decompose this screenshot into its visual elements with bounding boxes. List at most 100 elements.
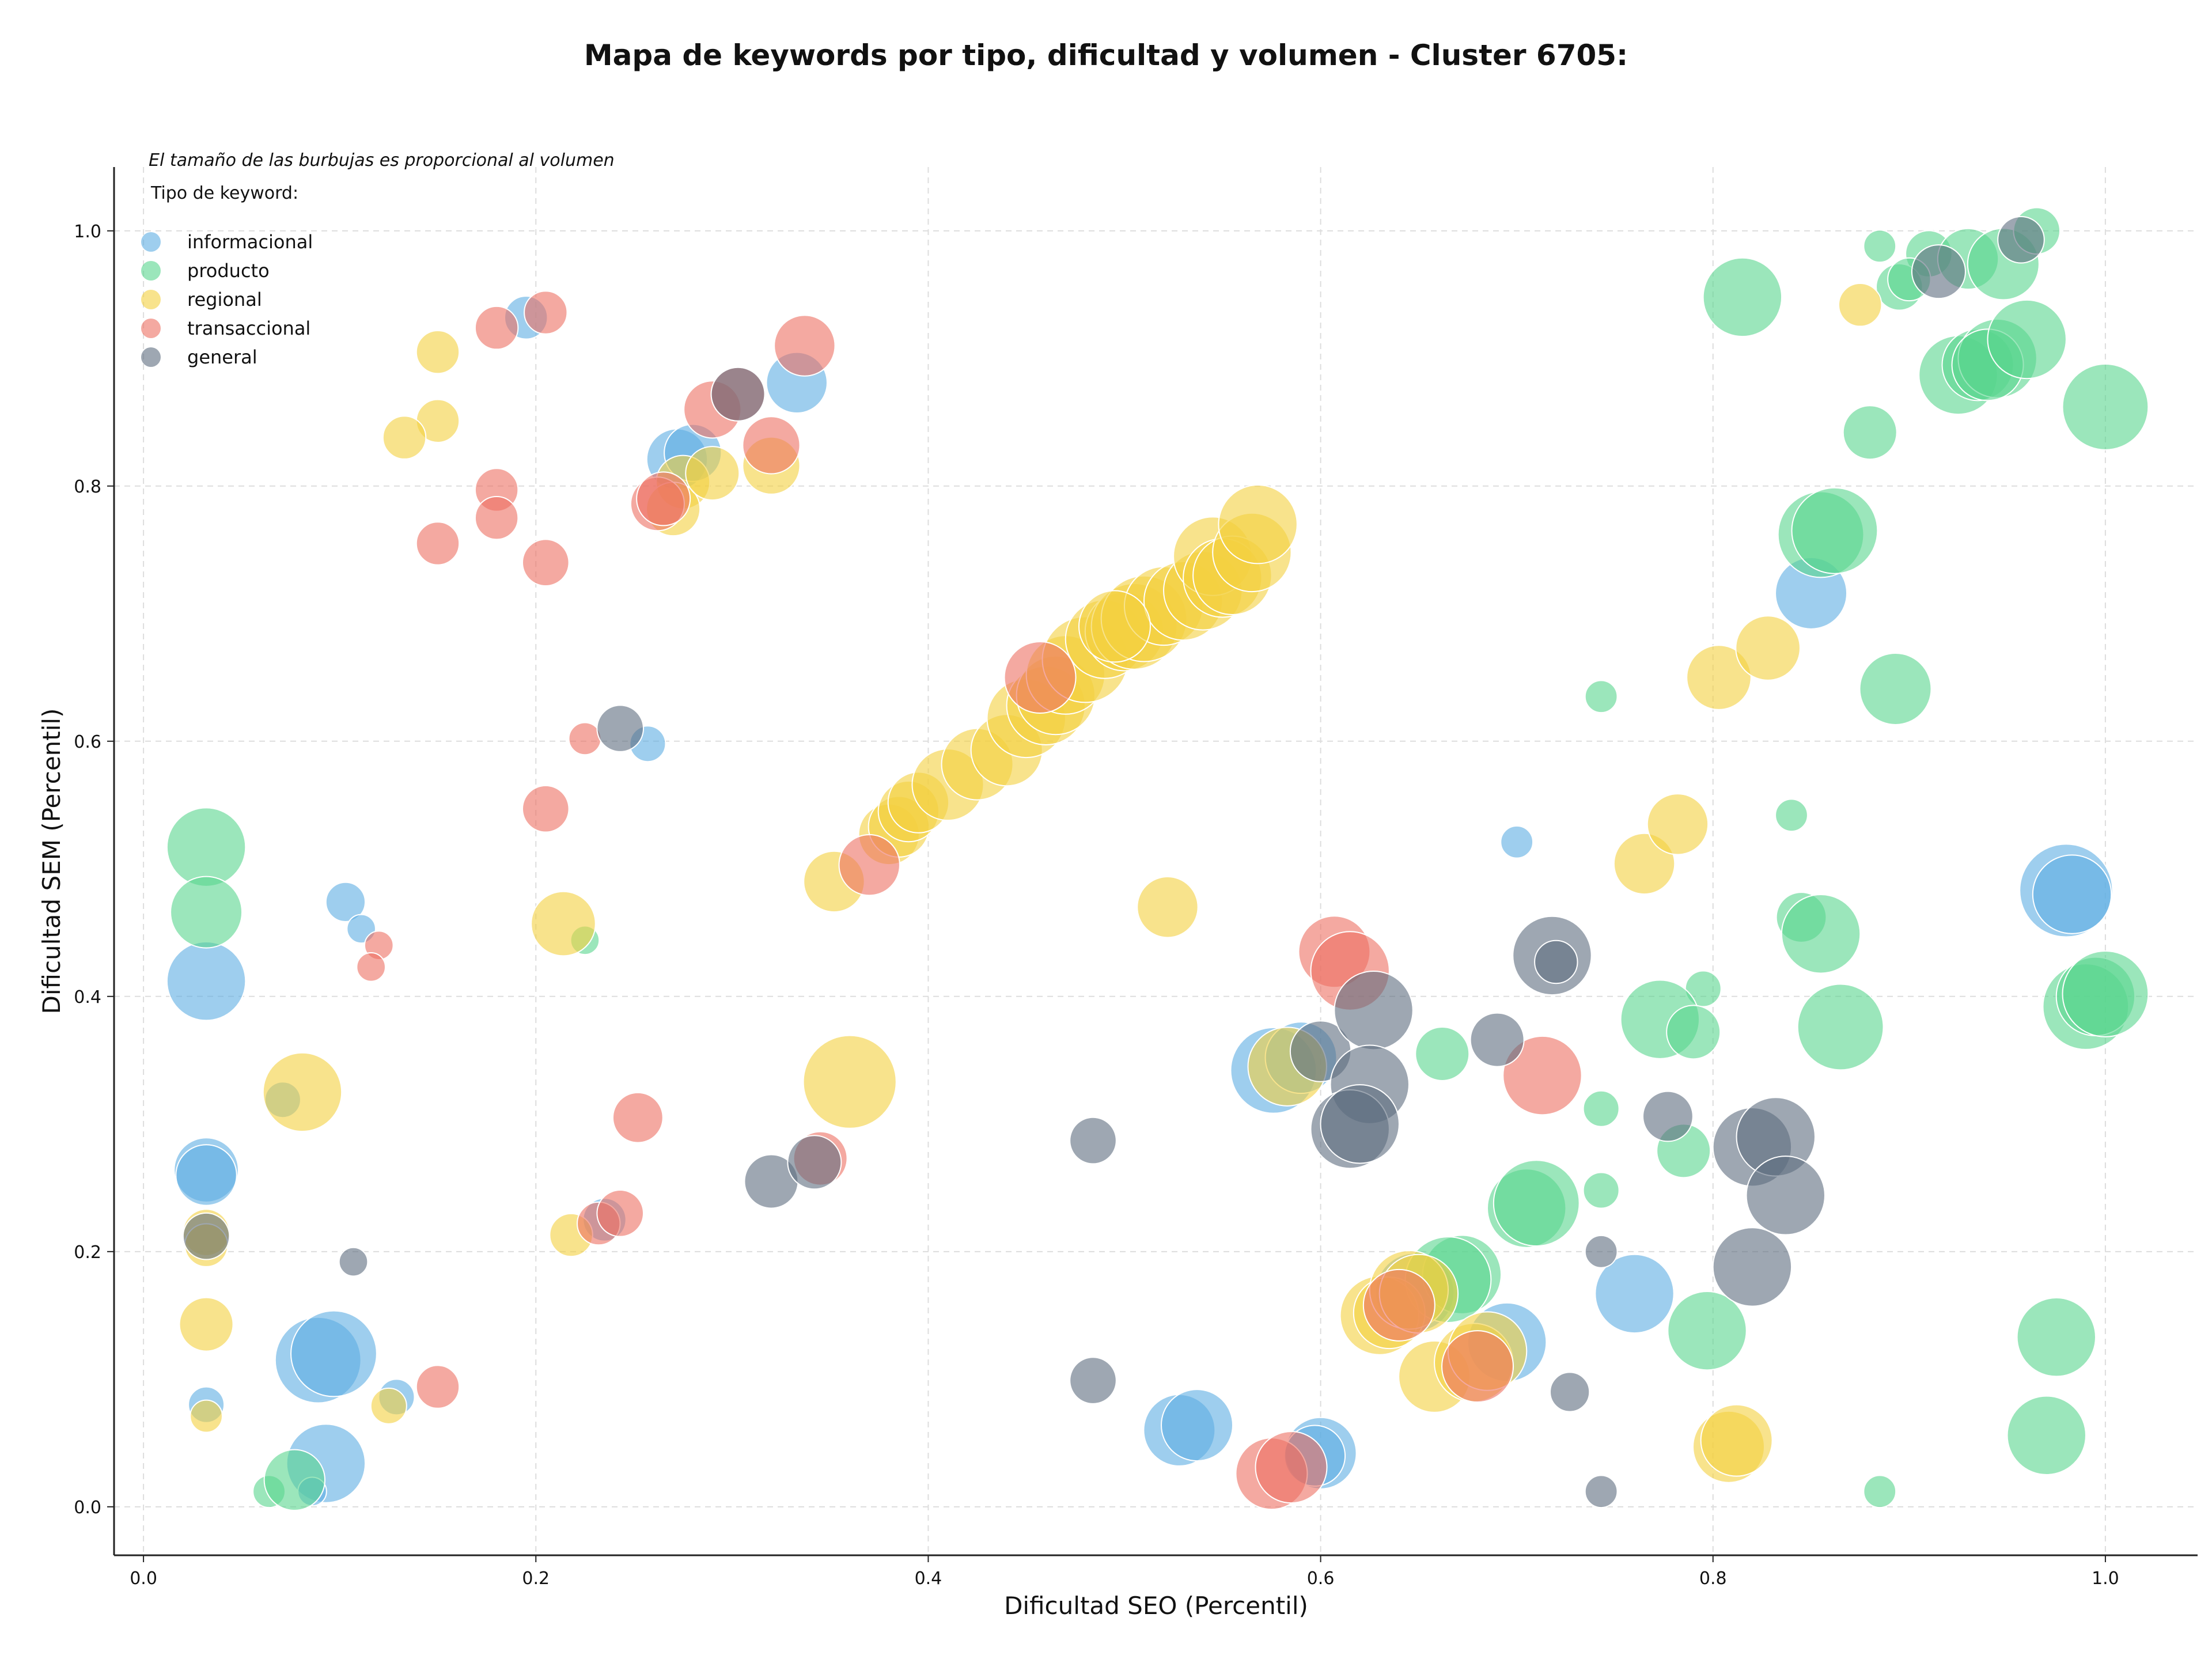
series-regional xyxy=(179,283,1883,1483)
data-point-transaccional xyxy=(524,290,568,335)
y-tick-label: 0.0 xyxy=(74,1498,101,1518)
data-point-producto xyxy=(1791,487,1878,574)
data-point-general xyxy=(1069,1357,1117,1404)
y-tick-label: 0.6 xyxy=(74,732,101,752)
data-point-regional xyxy=(1735,615,1801,681)
data-point-regional xyxy=(1137,876,1199,938)
data-point-general xyxy=(710,366,766,422)
legend-entry-general: general xyxy=(141,346,257,368)
x-tick-label: 0.6 xyxy=(1307,1569,1335,1589)
legend-marker xyxy=(141,319,161,338)
data-point-transaccional xyxy=(1255,1431,1328,1504)
data-point-general xyxy=(1069,1116,1117,1165)
data-point-transaccional xyxy=(1003,641,1077,714)
data-point-transaccional xyxy=(568,722,602,756)
legend-entry-regional: regional xyxy=(141,289,262,310)
data-point-general xyxy=(1334,970,1414,1051)
legend-label: producto xyxy=(187,260,270,282)
data-point-general xyxy=(1584,1234,1618,1268)
data-point-general xyxy=(1584,1475,1618,1509)
data-point-regional xyxy=(685,446,740,501)
legend-marker xyxy=(141,347,161,367)
x-tick-label: 0.4 xyxy=(915,1569,942,1589)
legend-label: regional xyxy=(187,289,262,310)
data-point-producto xyxy=(1797,983,1884,1071)
x-tick-label: 1.0 xyxy=(2092,1569,2119,1589)
x-tick-label: 0.0 xyxy=(130,1569,157,1589)
data-point-transaccional xyxy=(356,952,386,982)
data-point-informacional xyxy=(290,1310,377,1397)
data-point-general xyxy=(1642,1090,1694,1142)
data-point-regional xyxy=(179,1297,234,1352)
legend-entry-producto: producto xyxy=(141,260,270,282)
legend-marker xyxy=(141,232,161,252)
data-point-transaccional xyxy=(1502,1035,1582,1116)
data-point-general xyxy=(1997,215,2045,264)
data-point-transaccional xyxy=(474,305,519,350)
data-point-regional xyxy=(415,329,460,374)
data-point-producto xyxy=(2006,1395,2086,1475)
grid-lines xyxy=(114,167,2198,1555)
data-point-transaccional xyxy=(596,1190,645,1237)
data-point-regional xyxy=(1700,1404,1773,1477)
data-point-producto xyxy=(170,876,243,949)
data-point-regional xyxy=(382,415,427,460)
chart-title: Mapa de keywords por tipo, dificultad y … xyxy=(584,39,1628,72)
y-axis-label: Dificultad SEM (Percentil) xyxy=(37,709,66,1014)
data-point-transaccional xyxy=(838,834,900,896)
data-point-informacional xyxy=(175,1144,237,1206)
legend-label: informacional xyxy=(187,231,313,253)
data-point-regional xyxy=(190,1399,223,1433)
data-point-regional xyxy=(531,891,596,957)
data-point-informacional xyxy=(1161,1389,1234,1462)
data-point-general xyxy=(1469,1012,1525,1067)
data-point-transaccional xyxy=(474,495,519,540)
data-point-general xyxy=(1911,244,1966,300)
data-point-producto xyxy=(1582,1090,1620,1127)
data-point-producto xyxy=(1582,1172,1620,1209)
data-point-producto xyxy=(1667,1290,1747,1371)
legend-entry-informacional: informacional xyxy=(141,231,313,253)
data-point-general xyxy=(182,1212,230,1260)
data-point-producto xyxy=(166,807,247,887)
data-point-general xyxy=(1550,1372,1590,1412)
data-point-producto xyxy=(2062,363,2149,450)
x-axis-label: Dificultad SEO (Percentil) xyxy=(1004,1592,1308,1620)
data-point-producto xyxy=(1666,1005,1721,1060)
x-tick-label: 0.2 xyxy=(522,1569,550,1589)
data-point-producto xyxy=(2016,1297,2096,1377)
data-point-informacional xyxy=(1594,1253,1675,1334)
data-point-producto xyxy=(2062,950,2149,1037)
data-point-general xyxy=(596,704,645,752)
size-annotation: El tamaño de las burbujas es proporciona… xyxy=(149,150,615,171)
y-tick-label: 0.2 xyxy=(74,1242,101,1263)
y-tick-label: 0.4 xyxy=(74,987,101,1007)
data-point-transaccional xyxy=(415,521,460,566)
y-ticks: 0.0 0.2 0.4 0.6 0.8 1.0 xyxy=(74,222,114,1518)
legend-label: general xyxy=(187,346,257,368)
data-point-regional xyxy=(1646,793,1709,855)
data-point-transaccional xyxy=(1362,1268,1435,1342)
data-point-regional xyxy=(1218,484,1298,565)
data-point-informacional xyxy=(1500,825,1534,859)
data-point-general xyxy=(1745,1156,1825,1236)
data-point-general xyxy=(338,1247,369,1277)
data-point-producto xyxy=(1781,894,1861,974)
data-point-producto xyxy=(1859,652,1932,725)
legend-title: Tipo de keyword: xyxy=(150,183,298,203)
data-point-general xyxy=(1320,1084,1400,1164)
data-point-regional xyxy=(1686,645,1752,710)
data-point-transaccional xyxy=(742,416,801,475)
x-ticks: 0.0 0.2 0.4 0.6 0.8 1.0 xyxy=(130,1555,2119,1589)
data-point-regional xyxy=(1078,590,1151,663)
data-point-regional xyxy=(370,1387,407,1425)
data-point-transaccional xyxy=(612,1092,664,1143)
series-general xyxy=(182,215,2045,1509)
series-producto xyxy=(166,207,2149,1512)
series-transaccional xyxy=(356,290,1582,1510)
legend-items: informacional producto regional transaccion… xyxy=(141,231,313,368)
data-point-general xyxy=(787,1135,842,1190)
legend-marker xyxy=(141,261,161,281)
